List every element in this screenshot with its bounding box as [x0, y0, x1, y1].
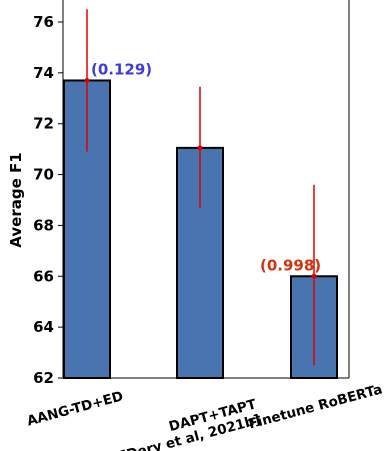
y-tick-label: 64	[33, 318, 54, 336]
y-tick-label: 68	[33, 216, 54, 234]
error-bars	[84, 9, 317, 366]
y-tick-label: 76	[33, 13, 54, 31]
x-tick-label: DAPT+TAPT[Dery et al, 2021b]	[115, 396, 263, 451]
x-tick-label-line: Finetune RoBERTa	[247, 381, 384, 432]
category-labels: AANG-TD+ED DAPT+TAPT[Dery et al, 2021b]Fi…	[25, 381, 384, 451]
x-tick-label-line: AANG-TD+ED	[25, 388, 125, 429]
y-tick-label: 72	[33, 115, 54, 133]
bars	[63, 79, 338, 380]
axes: 62 64 66 68 70 72 74 76	[33, 0, 350, 387]
y-tick-label: 70	[33, 166, 54, 184]
p-value-annotation: (0.998)	[260, 256, 321, 274]
mean-point	[84, 77, 90, 83]
x-tick-label: Finetune RoBERTa	[247, 381, 384, 432]
y-tick-label: 74	[33, 64, 54, 82]
y-axis-label: Average F1	[7, 152, 25, 247]
annotations: (0.129) (0.998)	[91, 60, 321, 274]
mean-point	[197, 145, 203, 151]
mean-point	[311, 273, 317, 279]
y-tick-label: 62	[33, 369, 54, 387]
x-tick-label: AANG-TD+ED	[25, 388, 125, 429]
p-value-annotation: (0.129)	[91, 60, 152, 78]
y-tick-label: 66	[33, 267, 54, 285]
